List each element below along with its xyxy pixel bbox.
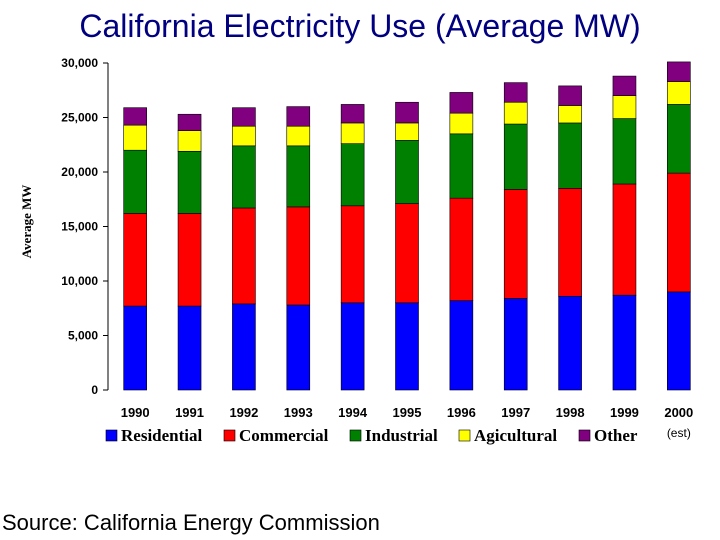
bar-other-2000 [667, 61, 691, 82]
bar-other-1995 [395, 101, 419, 124]
bar-residential-1990 [123, 305, 147, 391]
x-tick-label: 1999 [610, 405, 639, 420]
legend-swatch-other [578, 429, 591, 442]
bar-other-1998 [558, 85, 582, 106]
bar-agicultural-1992 [232, 125, 256, 147]
bar-commercial-1996 [449, 197, 474, 301]
x-tick-label: 1992 [229, 405, 258, 420]
bar-residential-1997 [503, 298, 528, 391]
y-tick-label: 15,000 [61, 220, 98, 234]
y-tick-label: 0 [91, 383, 98, 397]
x-tick-label: 1994 [338, 405, 368, 420]
bar-industrial-1996 [449, 133, 474, 199]
x-tick-label: 1996 [447, 405, 476, 420]
bar-residential-1994 [340, 302, 365, 391]
bar-commercial-2000 [667, 172, 691, 293]
y-tick-label: 20,000 [61, 165, 98, 179]
bar-residential-1998 [558, 295, 582, 391]
bar-industrial-1992 [232, 145, 256, 209]
bar-industrial-1998 [558, 122, 582, 189]
bar-other-1990 [123, 107, 147, 126]
bar-agicultural-1997 [503, 101, 528, 125]
bar-residential-2000 [667, 291, 691, 391]
bar-agicultural-1995 [395, 122, 419, 141]
plot-area [123, 61, 691, 391]
legend: Residential Commercial Industrial Agicultur… [105, 426, 638, 445]
bar-agicultural-1999 [612, 95, 637, 119]
legend-label-other: Other [594, 426, 638, 445]
x-tick-label: 1993 [284, 405, 313, 420]
x-tick-label: 1990 [121, 405, 150, 420]
bar-other-1994 [340, 104, 365, 124]
legend-label-residential: Residential [121, 426, 203, 445]
bar-commercial-1995 [395, 203, 419, 304]
bar-industrial-1994 [340, 143, 365, 207]
bar-residential-1999 [612, 294, 637, 391]
bar-industrial-1997 [503, 123, 528, 190]
bar-commercial-1992 [232, 207, 256, 305]
legend-swatch-agicultural [458, 429, 471, 442]
y-tick-label: 10,000 [61, 274, 98, 288]
x-tick-sublabel: (est) [667, 426, 691, 440]
bar-agicultural-2000 [667, 81, 691, 105]
legend-label-commercial: Commercial [239, 426, 329, 445]
bar-commercial-1998 [558, 188, 582, 297]
bar-agicultural-1994 [340, 122, 365, 144]
bar-agicultural-1991 [177, 130, 202, 152]
bar-industrial-2000 [667, 104, 691, 174]
x-tick-label: 1995 [393, 405, 422, 420]
y-tick-label: 5,000 [68, 329, 98, 343]
bar-commercial-1999 [612, 183, 637, 296]
legend-swatch-residential [105, 429, 118, 442]
legend-swatch-commercial [223, 429, 236, 442]
bar-other-1997 [503, 82, 528, 103]
bar-commercial-1993 [286, 206, 311, 306]
x-axis: 1990 1991 1992 1993 1994 1995 1996 1997 1998 1999… [121, 405, 694, 440]
bar-industrial-1999 [612, 118, 637, 185]
bar-other-1993 [286, 106, 311, 127]
bar-other-1991 [177, 113, 202, 131]
bar-residential-1991 [177, 305, 202, 391]
bar-agicultural-1996 [449, 112, 474, 135]
bar-commercial-1990 [123, 213, 147, 307]
x-tick-label: 2000 [664, 405, 693, 420]
bar-industrial-1991 [177, 150, 202, 214]
bar-agicultural-1990 [123, 124, 147, 151]
y-axis-title: Average MW [19, 185, 34, 259]
bar-commercial-1997 [503, 189, 528, 299]
bar-agicultural-1998 [558, 105, 582, 124]
bar-residential-1993 [286, 304, 311, 391]
y-tick-label: 25,000 [61, 111, 98, 125]
bar-residential-1995 [395, 302, 419, 391]
bar-industrial-1990 [123, 149, 147, 214]
x-tick-label: 1998 [556, 405, 585, 420]
bar-agicultural-1993 [286, 125, 311, 147]
y-axis: 0 5,000 10,000 15,000 20,000 25,000 30,000 Aver… [19, 56, 109, 397]
bar-other-1996 [449, 92, 474, 114]
legend-label-industrial: Industrial [365, 426, 438, 445]
bar-other-1999 [612, 75, 637, 97]
bar-commercial-1994 [340, 205, 365, 304]
chart-title: California Electricity Use (Average MW) [79, 8, 641, 44]
legend-label-agicultural: Agicultural [474, 426, 557, 445]
bar-residential-1996 [449, 300, 474, 391]
x-tick-label: 1997 [501, 405, 530, 420]
bar-industrial-1993 [286, 145, 311, 208]
bar-residential-1992 [232, 303, 256, 391]
bar-commercial-1991 [177, 213, 202, 307]
legend-swatch-industrial [349, 429, 362, 442]
bar-industrial-1995 [395, 140, 419, 204]
x-tick-label: 1991 [175, 405, 204, 420]
y-tick-label: 30,000 [61, 56, 98, 70]
bar-other-1992 [232, 107, 256, 127]
source-note: Source: California Energy Commission [2, 510, 380, 535]
